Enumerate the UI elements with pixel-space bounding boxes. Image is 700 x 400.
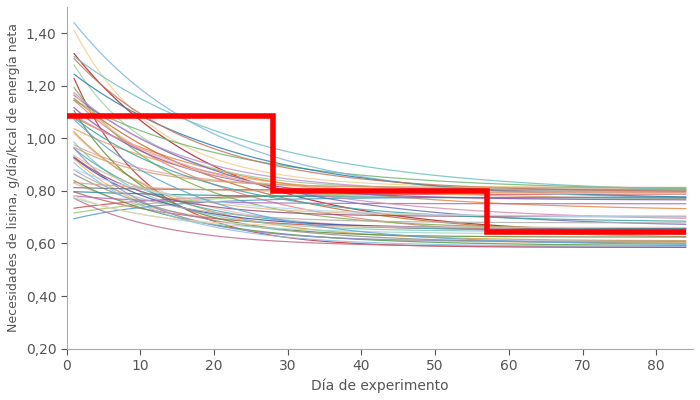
Y-axis label: Necesidades de lisina, g/día/kcal de energía neta: Necesidades de lisina, g/día/kcal de ene…: [7, 23, 20, 332]
X-axis label: Día de experimento: Día de experimento: [311, 378, 449, 393]
